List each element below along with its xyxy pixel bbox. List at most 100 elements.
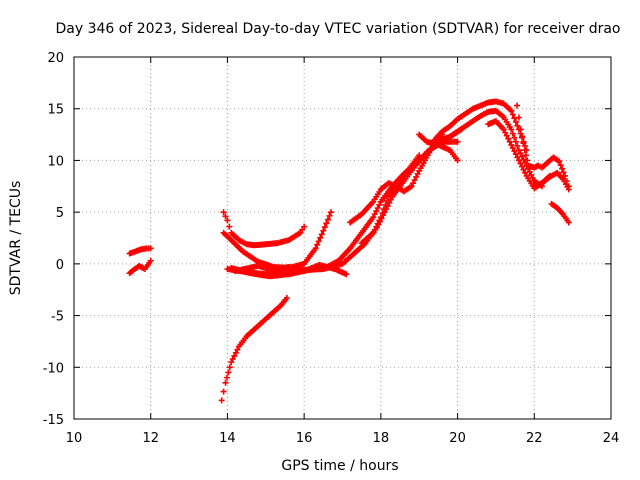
data-point bbox=[500, 126, 507, 133]
series-pass-o bbox=[514, 102, 572, 190]
data-point bbox=[382, 201, 389, 208]
data-point bbox=[380, 206, 387, 213]
data-point bbox=[528, 171, 535, 178]
data-point bbox=[508, 107, 515, 114]
data-point bbox=[410, 180, 417, 187]
data-point bbox=[509, 145, 516, 152]
series-pass-h bbox=[232, 261, 350, 278]
data-point bbox=[512, 151, 519, 158]
chart-title: Day 346 of 2023, Sidereal Day-to-day VTE… bbox=[55, 21, 620, 37]
data-point bbox=[147, 257, 154, 264]
data-point bbox=[371, 211, 378, 218]
data-point bbox=[147, 245, 154, 252]
data-point bbox=[502, 129, 509, 136]
data-point bbox=[231, 352, 238, 359]
data-point bbox=[373, 208, 380, 215]
data-point bbox=[520, 140, 527, 147]
data-point bbox=[370, 229, 377, 236]
data-point bbox=[514, 154, 521, 161]
data-point bbox=[371, 226, 378, 233]
x-tick-label: 22 bbox=[526, 431, 543, 446]
y-tick-label: -10 bbox=[43, 361, 64, 376]
series-pass-a bbox=[126, 245, 154, 257]
data-point bbox=[520, 156, 527, 163]
data-point bbox=[374, 205, 381, 212]
data-point bbox=[522, 169, 529, 176]
data-point bbox=[519, 133, 526, 140]
data-point bbox=[228, 359, 235, 366]
data-point bbox=[226, 364, 233, 371]
data-point bbox=[226, 223, 233, 230]
data-point bbox=[565, 186, 572, 193]
data-point bbox=[454, 138, 461, 145]
data-point bbox=[512, 138, 519, 145]
x-tick-label: 10 bbox=[66, 431, 83, 446]
data-point bbox=[283, 294, 290, 301]
y-axis-label: SDTVAR / TECUs bbox=[8, 181, 24, 296]
data-point bbox=[514, 102, 521, 109]
series-pass-p bbox=[531, 169, 572, 193]
data-point bbox=[326, 212, 333, 219]
data-point bbox=[511, 148, 518, 155]
data-point bbox=[522, 152, 529, 159]
data-point bbox=[222, 213, 229, 220]
data-point bbox=[327, 209, 334, 216]
data-point bbox=[299, 226, 306, 233]
data-point bbox=[508, 126, 515, 133]
data-point bbox=[503, 132, 510, 139]
y-tick-label: -5 bbox=[51, 310, 64, 325]
data-point bbox=[514, 122, 521, 129]
x-axis-label: GPS time / hours bbox=[281, 458, 398, 474]
data-point bbox=[387, 196, 394, 203]
data-point bbox=[408, 183, 415, 190]
data-point bbox=[515, 147, 522, 154]
data-point bbox=[413, 173, 420, 180]
series-pass-e bbox=[218, 294, 290, 404]
data-point bbox=[512, 118, 519, 125]
data-point bbox=[519, 153, 526, 160]
y-tick-label: 0 bbox=[56, 258, 64, 273]
data-markers bbox=[126, 98, 572, 404]
data-point bbox=[224, 217, 231, 224]
data-point bbox=[320, 227, 327, 234]
data-point bbox=[505, 135, 512, 142]
data-point bbox=[560, 169, 567, 176]
data-point bbox=[559, 165, 566, 172]
data-point bbox=[383, 197, 390, 204]
series-pass-i bbox=[358, 152, 423, 247]
data-point bbox=[234, 346, 241, 353]
data-point bbox=[414, 170, 421, 177]
data-point bbox=[411, 177, 418, 184]
data-point bbox=[218, 397, 225, 404]
data-point bbox=[524, 157, 531, 164]
data-point bbox=[229, 356, 236, 363]
data-point bbox=[321, 224, 328, 231]
data-point bbox=[565, 219, 572, 226]
series-pass-j bbox=[347, 131, 446, 226]
data-point bbox=[515, 114, 522, 121]
data-point bbox=[297, 229, 304, 236]
y-tick-label: 10 bbox=[47, 154, 64, 169]
x-tick-label: 24 bbox=[603, 431, 620, 446]
data-point bbox=[509, 130, 516, 137]
data-point bbox=[225, 369, 232, 376]
y-tick-label: -15 bbox=[43, 413, 64, 428]
data-point bbox=[379, 210, 386, 217]
x-tick-label: 18 bbox=[373, 431, 390, 446]
data-point bbox=[323, 220, 330, 227]
data-point bbox=[374, 220, 381, 227]
y-tick-label: 5 bbox=[56, 206, 64, 221]
data-point bbox=[517, 126, 524, 133]
series-pass-m bbox=[439, 107, 545, 190]
x-tick-labels: 10 12 14 16 18 20 22 24 bbox=[66, 431, 620, 446]
data-point bbox=[508, 141, 515, 148]
data-point bbox=[454, 157, 461, 164]
data-point bbox=[220, 209, 227, 216]
axis-ticks bbox=[73, 56, 612, 420]
y-tick-labels: -15 -10 -5 0 5 10 15 20 bbox=[43, 51, 64, 428]
y-tick-label: 20 bbox=[47, 51, 64, 66]
data-point bbox=[220, 388, 227, 395]
series-pass-q bbox=[548, 200, 572, 226]
data-point bbox=[324, 216, 331, 223]
